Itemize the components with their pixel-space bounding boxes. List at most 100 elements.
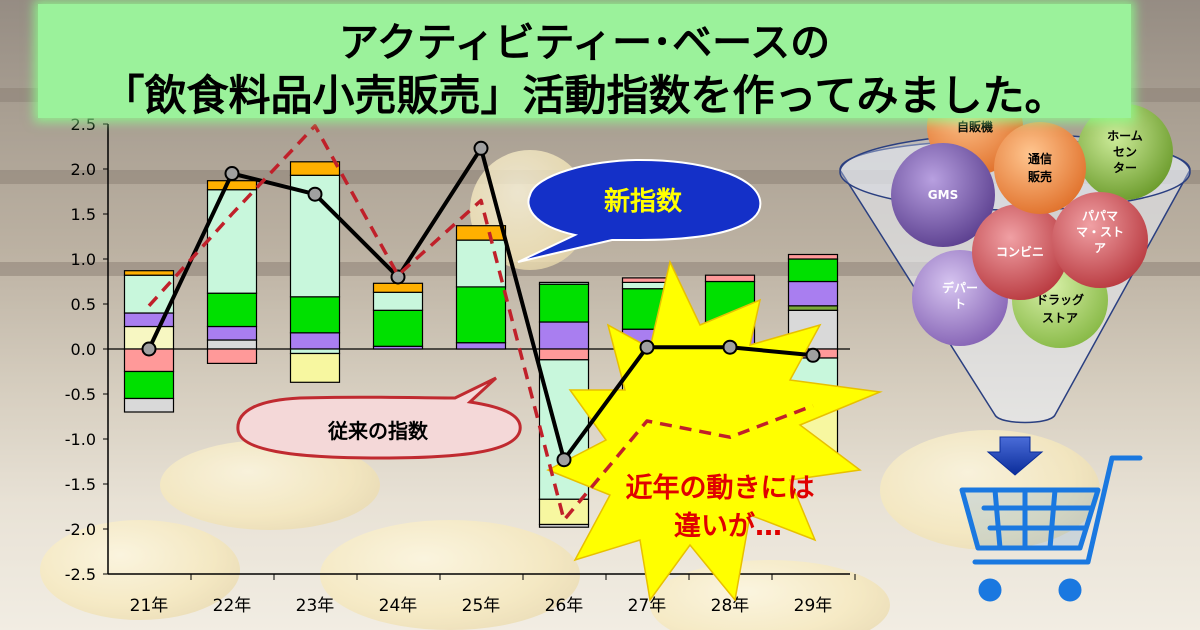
bar-segment: [538, 321, 590, 350]
cheese-decoration: [40, 520, 240, 620]
channel-label-part: マ・スト: [1076, 225, 1124, 239]
channel-label-part: ト: [954, 297, 966, 311]
bar-segment: [123, 397, 175, 413]
bar-segment: [123, 274, 175, 314]
title-banner: アクティビティー･ベースの 「飲食料品小売販売」活動指数を作ってみました。: [38, 4, 1131, 120]
x-tick-label: 21年: [130, 596, 169, 616]
bar-segment: [787, 305, 839, 311]
channel-label-part: ホーム: [1107, 129, 1143, 143]
bar-segment: [123, 370, 175, 400]
bar-segment: [621, 277, 673, 283]
channel-label-part: ドラッグ: [1036, 292, 1084, 307]
channel-label-part: ストア: [1042, 311, 1078, 325]
bar-segment: [289, 348, 341, 355]
bar-segment: [289, 352, 341, 383]
bar-segment: [704, 274, 756, 283]
bar-segment: [538, 498, 590, 526]
bar-segment: [206, 292, 258, 328]
x-tick-label: 26年: [545, 596, 584, 616]
y-tick-label: -2.0: [65, 520, 96, 539]
new-index-point: [390, 269, 406, 285]
burst-text-line2: 違いが…: [674, 510, 782, 542]
old-index-line: [147, 124, 814, 522]
y-tick-label: -1.0: [65, 430, 96, 449]
bar-segment: [538, 281, 590, 285]
channel-gms: GMS: [891, 143, 995, 247]
bar-segment: [455, 225, 507, 241]
cheese-decoration: [320, 520, 580, 630]
x-tick-label: 28年: [711, 596, 750, 616]
old-index-bubble: [236, 376, 522, 460]
channel-mom-and-pop: パパマ マ・スト ア: [1052, 192, 1148, 288]
channel-mail-order: 通信 販売: [994, 122, 1086, 214]
x-tick-label: 22年: [213, 596, 252, 616]
bar-segment: [455, 286, 507, 344]
funnel-graphic: 自販機 ホーム セン ター GMS デパー ト ドラッグ ストア コンビニ: [839, 79, 1191, 602]
bar-segment: [206, 180, 258, 191]
channel-label-part: ター: [1113, 161, 1137, 175]
burst-shape: [546, 259, 883, 602]
y-tick-label: 0.0: [71, 340, 96, 359]
new-index-label: 新指数: [604, 186, 683, 217]
new-index-point: [722, 339, 738, 355]
bar-segment: [455, 342, 507, 350]
y-tick-label: -0.5: [65, 385, 96, 404]
bar-segment: [123, 270, 175, 276]
cheese-decoration: [650, 560, 890, 630]
bar-segment: [538, 283, 590, 323]
old-index-label: 従来の指数: [327, 419, 429, 443]
page-title-line2: 「飲食料品小売販売」活動指数を作ってみました。: [102, 71, 1067, 120]
channel-label-part: セン: [1113, 145, 1137, 159]
channel-label: コンビニ: [996, 244, 1044, 259]
chart-axes: 2.5 2.0 1.5 1.0 0.5 0.0 -0.5 -1.0 -1.5 -2.0 -2.5 21…: [65, 115, 856, 616]
channel-convenience: コンビニ: [972, 204, 1068, 300]
channel-label-part: ア: [1094, 241, 1106, 255]
channel-label-part: パパマ: [1082, 209, 1118, 223]
x-tick-label: 23年: [296, 596, 335, 616]
old-index-callout: 従来の指数: [236, 376, 522, 460]
x-tick-label: 27年: [628, 596, 667, 616]
bar-segment: [289, 161, 341, 176]
bar-segment: [787, 280, 839, 307]
new-index-point: [473, 140, 489, 156]
bar-segment: [206, 339, 258, 350]
y-tick-label: 1.5: [71, 205, 96, 224]
channel-label: 自販機: [957, 119, 993, 134]
bar-segment: [206, 348, 258, 364]
channel-label-part: 販売: [1028, 169, 1052, 184]
x-tick-label: 25年: [462, 596, 501, 616]
bar-segment: [206, 325, 258, 341]
bar-segment: [289, 332, 341, 350]
new-index-point: [224, 166, 240, 181]
bar-segment: [787, 258, 839, 283]
chart-lines: [141, 124, 821, 522]
down-arrow-icon: [986, 436, 1044, 476]
new-index-point: [141, 341, 157, 357]
x-tick-label: 29年: [794, 596, 833, 616]
new-index-point: [805, 347, 821, 363]
page-title-line1: アクティビティー･ベースの: [338, 20, 831, 66]
bar-segment: [538, 523, 590, 528]
y-tick-label: -2.5: [65, 565, 96, 584]
shopping-cart-icon: [959, 455, 1143, 602]
channel-label-part: デパー: [942, 280, 978, 295]
y-tick-label: -1.5: [65, 475, 96, 494]
channel-label-part: 通信: [1028, 151, 1052, 166]
y-tick-label: 2.0: [71, 160, 96, 179]
bar-segment: [372, 309, 424, 347]
new-index-point: [639, 339, 655, 355]
bar-segment: [538, 348, 590, 361]
x-tick-label: 24年: [379, 596, 418, 616]
burst-callout: 近年の動きには 違いが…: [546, 259, 883, 602]
new-index-callout: 新指数: [517, 158, 762, 263]
bar-segment: [289, 296, 341, 334]
channel-label: GMS: [928, 188, 958, 202]
y-tick-label: 2.5: [71, 115, 96, 134]
burst-text-line1: 近年の動きには: [626, 472, 815, 504]
bar-segment: [787, 253, 839, 260]
new-index-bubble: [517, 158, 762, 263]
new-index-point: [556, 452, 572, 468]
channel-home-center: ホーム セン ター: [1077, 104, 1173, 200]
new-index-point: [307, 186, 323, 202]
